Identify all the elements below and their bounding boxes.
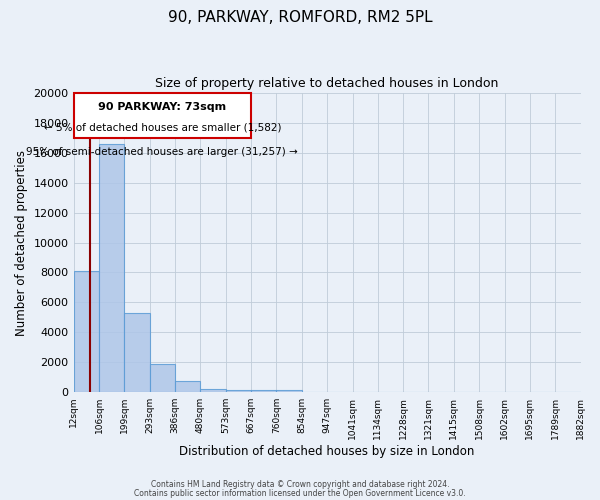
Bar [175,380,200,392]
Text: 95% of semi-detached houses are larger (31,257) →: 95% of semi-detached houses are larger (… [26,147,298,157]
Bar [226,390,251,392]
Text: 90, PARKWAY, ROMFORD, RM2 5PL: 90, PARKWAY, ROMFORD, RM2 5PL [167,10,433,25]
Bar [251,390,277,392]
Bar [124,312,150,392]
Text: Contains HM Land Registry data © Crown copyright and database right 2024.: Contains HM Land Registry data © Crown c… [151,480,449,489]
Text: 90 PARKWAY: 73sqm: 90 PARKWAY: 73sqm [98,102,226,112]
Y-axis label: Number of detached properties: Number of detached properties [15,150,28,336]
Text: ← 5% of detached houses are smaller (1,582): ← 5% of detached houses are smaller (1,5… [44,123,281,133]
Bar [99,144,124,392]
X-axis label: Distribution of detached houses by size in London: Distribution of detached houses by size … [179,444,475,458]
Bar [74,271,99,392]
Text: Contains public sector information licensed under the Open Government Licence v3: Contains public sector information licen… [134,488,466,498]
Title: Size of property relative to detached houses in London: Size of property relative to detached ho… [155,78,499,90]
Bar [200,389,226,392]
FancyBboxPatch shape [74,93,251,138]
Bar [277,390,302,392]
Bar [150,364,175,392]
